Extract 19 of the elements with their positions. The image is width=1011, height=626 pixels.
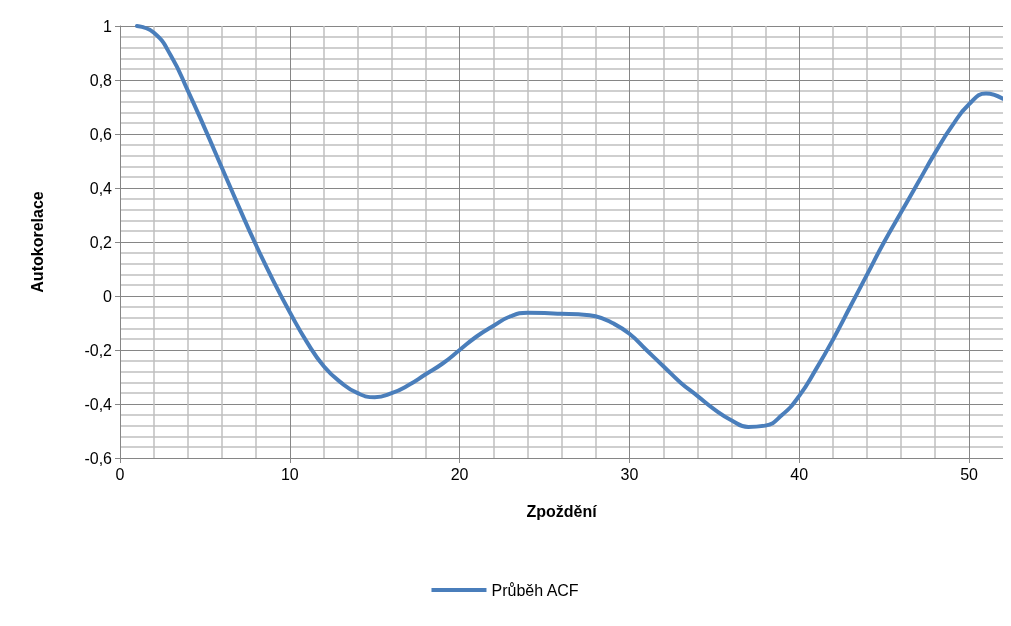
line-series xyxy=(134,24,1003,429)
y-tick-label: 1 xyxy=(103,17,113,35)
x-tick-label: 50 xyxy=(960,465,979,483)
x-tick-label: 10 xyxy=(280,465,299,483)
y-tick-label: 0,6 xyxy=(89,125,113,143)
y-axis-title: Autokorelace xyxy=(28,191,46,293)
y-tick-label: 0 xyxy=(103,287,113,305)
x-tick-label: 30 xyxy=(620,465,639,483)
legend-label: Průběh ACF xyxy=(491,581,579,599)
x-axis-title: Zpoždění xyxy=(526,502,598,520)
y-tick-label: -0,4 xyxy=(84,395,113,413)
y-tick-label: 0,8 xyxy=(89,71,113,89)
y-tick-label: 0,4 xyxy=(89,179,113,197)
y-tick-label: 0,2 xyxy=(89,233,113,251)
x-tick-label: 0 xyxy=(115,465,125,483)
y-tick-label: -0,2 xyxy=(84,341,113,359)
x-tick-label: 40 xyxy=(790,465,809,483)
y-tick-label: -0,6 xyxy=(84,449,113,467)
x-tick-label: 20 xyxy=(450,465,469,483)
